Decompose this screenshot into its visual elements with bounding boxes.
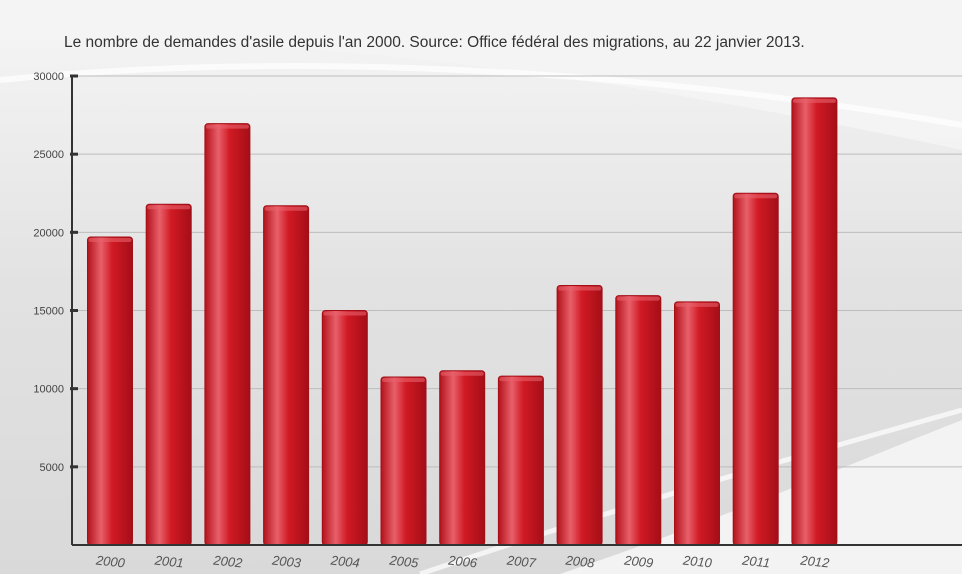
bar-highlight	[616, 296, 660, 301]
bar-highlight	[558, 286, 602, 291]
bar-2001	[145, 203, 192, 546]
bar-2005	[380, 376, 427, 546]
bar-highlight	[734, 194, 778, 199]
y-tick-label: 20000	[33, 227, 64, 239]
x-tick-label: 2012	[799, 552, 831, 570]
y-tick-label: 10000	[33, 384, 64, 396]
bar-2012	[791, 97, 838, 546]
bars	[87, 97, 838, 546]
x-tick-label: 2011	[740, 552, 770, 570]
chart-title: Le nombre de demandes d'asile depuis l'a…	[64, 34, 805, 51]
bar-highlight	[264, 206, 308, 211]
x-tick-label: 2008	[564, 552, 596, 570]
bar-highlight	[323, 311, 367, 316]
y-tick-label: 25000	[33, 149, 64, 161]
bar-2008	[556, 284, 603, 546]
x-tick-label: 2010	[681, 552, 713, 570]
bar-2009	[615, 295, 662, 546]
bar-2003	[263, 205, 310, 546]
x-tick-label: 2009	[623, 552, 654, 570]
bar-highlight	[147, 205, 191, 210]
x-tick-label: 2007	[505, 552, 537, 570]
y-axis-tick-labels: 5000 10000 15000 20000 25000 30000	[33, 71, 64, 474]
bar-highlight	[88, 238, 132, 243]
x-tick-label: 2005	[388, 552, 420, 570]
y-tick-label: 30000	[33, 71, 64, 83]
x-tick-label: 2002	[212, 552, 244, 570]
bar-2000	[87, 236, 133, 546]
x-tick-label: 2006	[447, 552, 479, 570]
bar-2002	[204, 123, 251, 546]
bar-highlight	[792, 98, 836, 103]
bar-highlight	[675, 302, 719, 307]
bar-highlight	[440, 371, 484, 376]
x-tick-label: 2003	[270, 552, 302, 570]
x-tick-label: 2004	[329, 552, 360, 570]
bar-2007	[497, 375, 544, 546]
y-tick-label: 5000	[40, 462, 64, 474]
x-tick-label: 2000	[94, 552, 126, 570]
bar-highlight	[499, 377, 543, 382]
bar-2011	[732, 192, 779, 546]
bar-highlight	[382, 377, 425, 382]
bar-2006	[439, 370, 486, 546]
bar-highlight	[205, 124, 249, 129]
axes	[70, 74, 962, 546]
y-tick-label: 15000	[33, 306, 64, 318]
x-tick-label: 2001	[153, 552, 184, 570]
bar-2004	[321, 310, 368, 546]
bar-2010	[674, 301, 720, 546]
x-axis-tick-labels: 2000 2001 2002 2003 2004 2005 2006 2007 2008 2009…	[94, 552, 830, 570]
